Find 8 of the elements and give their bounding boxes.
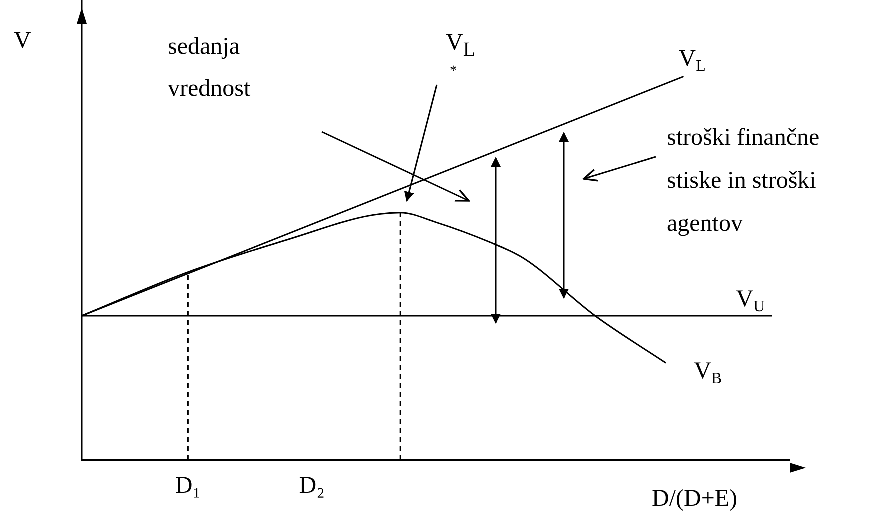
x-tick-label: D₂ xyxy=(299,472,325,499)
annotation: * xyxy=(450,64,458,80)
x-tick-label: D₁ xyxy=(175,472,202,499)
annotation: stroški finančne stiske in stroški agentov xyxy=(667,124,821,239)
x-axis-title: D/(D+E) xyxy=(652,486,738,513)
y-axis-title: V xyxy=(14,28,32,55)
text: V$_{L}$ xyxy=(446,29,477,63)
annotation: sedanja vrednost xyxy=(168,33,252,104)
